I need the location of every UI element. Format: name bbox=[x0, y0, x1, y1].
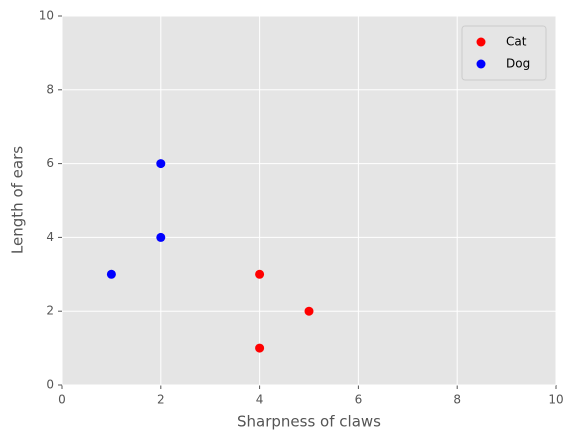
y-tick-label: 4 bbox=[46, 230, 54, 244]
point bbox=[304, 306, 314, 316]
y-tick-label: 0 bbox=[46, 378, 54, 392]
x-axis-label: Sharpness of claws bbox=[237, 413, 381, 431]
x-tick-label: 10 bbox=[548, 393, 563, 407]
x-tick-label: 6 bbox=[355, 393, 363, 407]
y-axis-label: Length of ears bbox=[9, 146, 27, 254]
y-tick-label: 2 bbox=[46, 304, 54, 318]
x-tick-label: 8 bbox=[453, 393, 461, 407]
y-tick-label: 8 bbox=[46, 82, 54, 96]
legend-label: Cat bbox=[506, 35, 527, 49]
point bbox=[255, 269, 265, 279]
legend-marker bbox=[476, 59, 486, 69]
point bbox=[156, 159, 166, 169]
legend-label: Dog bbox=[506, 57, 530, 71]
legend-marker bbox=[476, 37, 486, 47]
point bbox=[106, 269, 116, 279]
x-tick-label: 0 bbox=[58, 393, 66, 407]
point bbox=[156, 232, 166, 242]
y-tick-label: 10 bbox=[39, 9, 54, 23]
legend-box bbox=[461, 25, 547, 81]
point bbox=[255, 343, 265, 353]
y-tick-label: 6 bbox=[46, 156, 54, 170]
x-tick-label: 2 bbox=[157, 393, 165, 407]
x-tick-label: 4 bbox=[256, 393, 264, 407]
